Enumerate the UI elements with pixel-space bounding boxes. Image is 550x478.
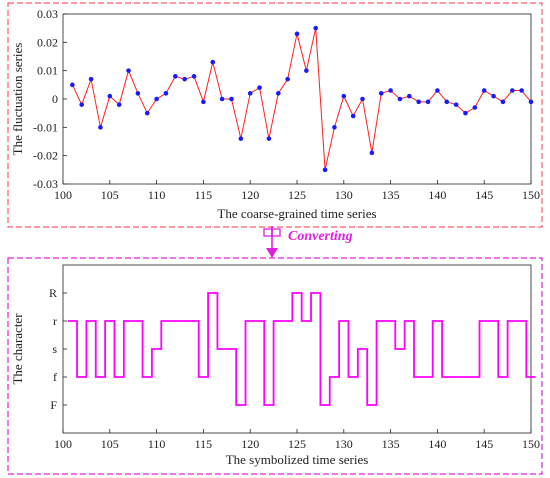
top-data-point	[435, 88, 440, 93]
top-data-point	[285, 76, 290, 82]
bottom-x-tick-label: 115	[195, 437, 213, 451]
bottom-x-tick-label: 150	[522, 437, 540, 451]
top-data-point	[453, 102, 459, 107]
top-data-point	[444, 99, 450, 105]
top-data-point	[304, 68, 309, 73]
top-data-point	[491, 93, 496, 99]
bottom-x-tick-label: 135	[382, 437, 400, 451]
top-data-point	[500, 99, 506, 105]
top-series-line	[71, 28, 532, 170]
top-data-point	[116, 102, 122, 107]
top-data-point	[210, 59, 216, 65]
top-data-point	[173, 74, 178, 79]
top-data-point	[378, 91, 384, 96]
bottom-x-tick-label: 140	[428, 437, 446, 451]
top-data-point	[313, 25, 319, 31]
top-data-point	[79, 102, 85, 107]
top-plot-area	[62, 13, 532, 185]
top-data-point	[219, 96, 225, 102]
top-data-point	[360, 96, 365, 102]
top-y-tick-label: 0.02	[37, 35, 58, 49]
top-x-tick-label: 120	[241, 188, 259, 202]
top-data-point	[528, 99, 534, 105]
top-data-point	[481, 88, 487, 93]
blockchain-converter-icon	[263, 228, 281, 237]
top-data-point	[425, 99, 431, 105]
bottom-x-tick-label: 100	[54, 437, 72, 451]
bottom-y-tick-label: f	[53, 370, 57, 384]
top-data-point	[266, 136, 272, 141]
bottom-x-tick-label: 130	[335, 437, 353, 451]
bottom-panel-frame	[7, 257, 543, 475]
bottom-x-tick-label: 110	[148, 437, 166, 451]
bottom-x-tick-label: 125	[288, 437, 306, 451]
top-data-point	[191, 74, 197, 79]
top-x-tick-label: 140	[428, 188, 446, 202]
top-data-point	[350, 113, 356, 119]
bottom-x-tick-label: 145	[475, 437, 493, 451]
top-data-point	[369, 150, 375, 156]
top-data-point	[416, 99, 421, 105]
top-data-point	[472, 105, 478, 110]
bottom-plot-area	[62, 264, 532, 434]
bottom-y-tick-label: r	[53, 314, 57, 328]
top-data-point	[407, 93, 412, 99]
top-x-tick-label: 115	[195, 188, 213, 202]
top-y-tick-label: -0.03	[33, 177, 58, 191]
top-data-point	[247, 91, 253, 96]
top-x-axis-label: The coarse-grained time series	[217, 206, 376, 221]
top-data-point	[341, 93, 347, 99]
top-x-tick-label: 110	[148, 188, 166, 202]
top-data-point	[154, 96, 159, 102]
bottom-y-tick-label: F	[50, 398, 57, 412]
top-x-tick-label: 135	[382, 188, 400, 202]
top-y-tick-label: 0	[52, 92, 58, 106]
top-data-point	[88, 76, 94, 82]
top-data-point	[163, 91, 169, 96]
top-data-point	[229, 96, 234, 102]
top-panel-frame	[7, 2, 543, 228]
bottom-y-tick-label: R	[49, 286, 57, 300]
bottom-y-tick-label: s	[52, 342, 57, 356]
top-x-tick-label: 105	[101, 188, 119, 202]
top-data-point	[70, 82, 75, 88]
top-data-point	[397, 96, 403, 102]
top-y-tick-label: -0.01	[33, 120, 58, 134]
top-data-point	[519, 88, 524, 93]
bottom-y-axis-label: The character	[10, 313, 25, 385]
top-data-point	[388, 88, 393, 93]
top-data-point	[294, 31, 300, 37]
top-data-point	[144, 110, 150, 116]
top-data-point	[98, 125, 103, 130]
converting-arrow: Converting	[263, 226, 353, 258]
bottom-step-series	[67, 292, 536, 406]
top-data-point	[509, 88, 515, 93]
top-data-point	[126, 68, 131, 73]
top-data-point	[257, 85, 262, 90]
top-data-point	[135, 91, 141, 96]
bottom-x-axis-label: The symbolized time series	[226, 452, 369, 467]
top-x-tick-label: 100	[54, 188, 72, 202]
top-data-point	[238, 136, 244, 141]
top-data-point	[201, 99, 206, 105]
top-x-tick-label: 150	[522, 188, 540, 202]
top-x-tick-label: 145	[475, 188, 493, 202]
top-x-tick-label: 125	[288, 188, 306, 202]
top-y-axis-label: The fluctuation series	[10, 43, 25, 156]
top-data-point	[182, 76, 187, 82]
top-data-point	[107, 93, 113, 99]
top-y-tick-label: 0.01	[37, 64, 58, 78]
top-data-point	[322, 167, 328, 173]
bottom-x-tick-label: 105	[101, 437, 119, 451]
top-data-point	[463, 110, 468, 116]
top-x-tick-label: 130	[335, 188, 353, 202]
converting-label: Converting	[288, 229, 353, 244]
top-data-point	[275, 91, 281, 96]
top-data-point	[332, 125, 337, 130]
top-y-tick-label: -0.02	[33, 149, 58, 163]
bottom-x-tick-label: 120	[241, 437, 259, 451]
top-y-tick-label: 0.03	[37, 7, 58, 21]
